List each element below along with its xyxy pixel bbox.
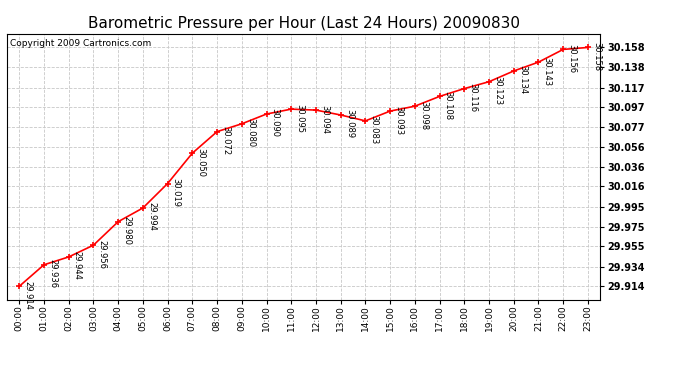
Text: 30.050: 30.050 (197, 148, 206, 177)
Text: 29.914: 29.914 (23, 281, 32, 310)
Text: 30.093: 30.093 (394, 105, 403, 135)
Text: 30.094: 30.094 (320, 105, 329, 134)
Title: Barometric Pressure per Hour (Last 24 Hours) 20090830: Barometric Pressure per Hour (Last 24 Ho… (88, 16, 520, 31)
Text: 30.123: 30.123 (493, 76, 502, 105)
Text: 30.156: 30.156 (567, 44, 576, 73)
Text: 29.994: 29.994 (147, 202, 156, 231)
Text: 30.158: 30.158 (592, 42, 601, 71)
Text: 30.108: 30.108 (444, 91, 453, 120)
Text: 30.095: 30.095 (295, 104, 304, 133)
Text: 30.090: 30.090 (270, 108, 279, 138)
Text: 30.080: 30.080 (246, 118, 255, 147)
Text: 30.089: 30.089 (345, 110, 354, 139)
Text: 30.072: 30.072 (221, 126, 230, 155)
Text: 30.019: 30.019 (172, 178, 181, 207)
Text: Copyright 2009 Cartronics.com: Copyright 2009 Cartronics.com (10, 39, 151, 48)
Text: 29.936: 29.936 (48, 259, 57, 288)
Text: 30.098: 30.098 (419, 100, 428, 130)
Text: 29.956: 29.956 (97, 240, 106, 268)
Text: 30.134: 30.134 (518, 65, 527, 94)
Text: 30.143: 30.143 (542, 57, 551, 86)
Text: 30.083: 30.083 (370, 116, 379, 145)
Text: 29.944: 29.944 (73, 251, 82, 280)
Text: 29.980: 29.980 (122, 216, 131, 245)
Text: 30.116: 30.116 (469, 83, 477, 112)
